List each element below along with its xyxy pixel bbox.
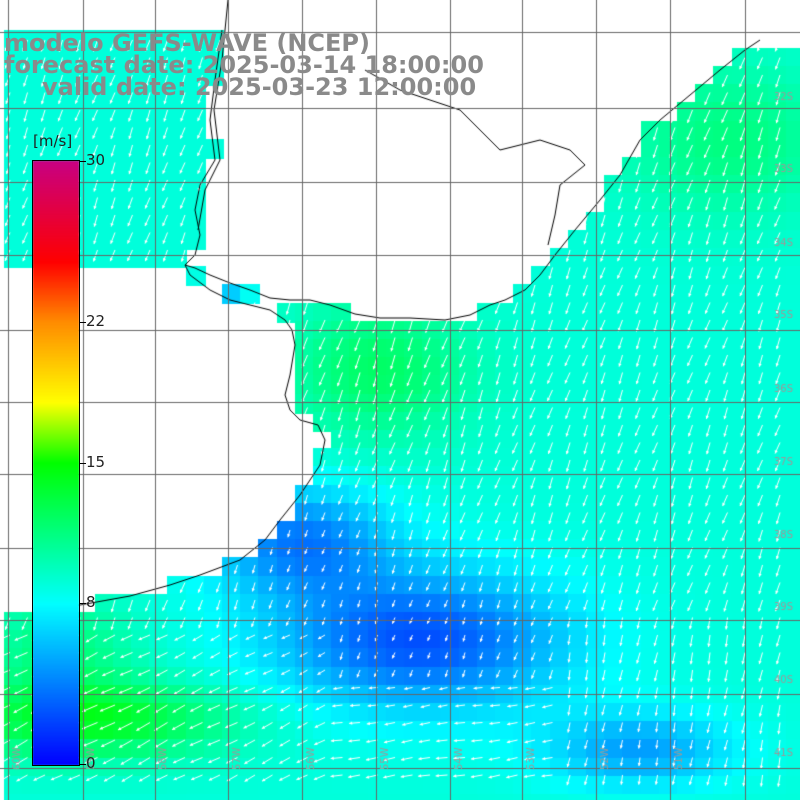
- colorbar-tick-label: 0: [86, 754, 96, 772]
- colorbar-tick-mark: [80, 321, 86, 323]
- colorbar-tick-mark: [80, 603, 86, 605]
- colorbar-tick-label: 15: [86, 452, 106, 471]
- colorbar-tick-mark: [80, 462, 86, 464]
- colorbar-tick-mark: [80, 161, 86, 162]
- colorbar: [32, 160, 80, 766]
- colorbar-unit: [m/s]: [33, 132, 73, 150]
- colorbar-tick-mark: [80, 764, 86, 765]
- title-model: modelo GEFS-WAVE (NCEP): [4, 29, 370, 57]
- title-forecast-date: forecast date: 2025-03-14 18:00:00: [4, 51, 484, 79]
- title-valid-date: valid date: 2025-03-23 12:00:00: [42, 73, 477, 101]
- colorbar-tick-label: 8: [86, 593, 96, 612]
- colorbar-tick-label: 30: [86, 151, 106, 169]
- colorbar-tick-label: 22: [86, 311, 106, 330]
